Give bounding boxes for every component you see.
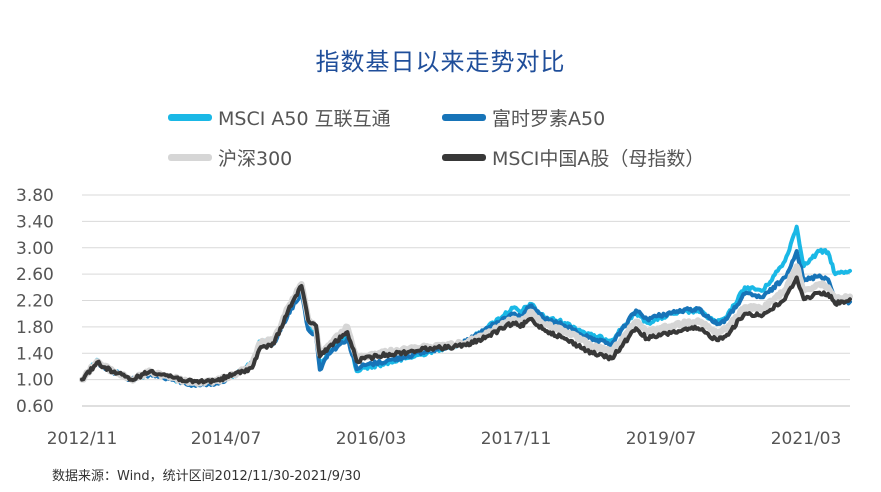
data-source-note: 数据来源：Wind，统计区间2012/11/30-2021/9/30 — [52, 469, 361, 484]
x-tick-label: 2021/03 — [771, 429, 842, 449]
y-tick-label: 2.20 — [16, 292, 54, 312]
legend-label-ftse-a50: 富时罗素A50 — [492, 108, 606, 130]
legend-swatch-csi300 — [168, 154, 212, 161]
x-tick-label: 2016/03 — [336, 429, 407, 449]
legend-label-msci-a50: MSCI A50 互联互通 — [218, 108, 391, 130]
x-tick-label: 2012/11 — [47, 429, 118, 449]
x-tick-label: 2014/07 — [191, 429, 262, 449]
legend-item-csi300: 沪深300 — [168, 144, 292, 171]
y-tick-label: 3.80 — [16, 186, 54, 206]
chart-title: 指数基日以来走势对比 — [315, 48, 566, 76]
legend-swatch-msci-china-a — [442, 154, 486, 161]
x-tick-label: 2017/11 — [481, 429, 552, 449]
y-tick-label: 2.60 — [16, 265, 54, 285]
legend-label-csi300: 沪深300 — [218, 148, 293, 170]
legend-swatch-ftse-a50 — [442, 114, 486, 121]
y-tick-label: 0.60 — [16, 397, 54, 417]
y-tick-label: 1.00 — [16, 371, 54, 391]
legend-swatch-msci-a50 — [168, 114, 212, 121]
y-tick-label: 3.40 — [16, 212, 54, 232]
legend-item-msci-china-a: MSCI中国A股（母指数） — [442, 144, 704, 171]
y-axis-labels: 3.80 3.40 3.00 2.60 2.20 1.80 1.40 1.00 0.60 — [16, 186, 54, 417]
legend-item-msci-a50: MSCI A50 互联互通 — [168, 104, 391, 131]
x-tick-label: 2019/07 — [626, 429, 697, 449]
legend-item-ftse-a50: 富时罗素A50 — [442, 104, 605, 131]
y-tick-label: 1.40 — [16, 344, 54, 364]
series-lines — [79, 224, 853, 388]
legend-label-msci-china-a: MSCI中国A股（母指数） — [492, 148, 705, 170]
series-line-3 — [80, 275, 852, 385]
x-axis-labels: 2012/11 2014/07 2016/03 2017/11 2019/07 2021/… — [47, 429, 842, 449]
grid-lines — [82, 194, 850, 407]
y-tick-label: 1.80 — [16, 318, 54, 338]
y-tick-label: 3.00 — [16, 239, 54, 259]
